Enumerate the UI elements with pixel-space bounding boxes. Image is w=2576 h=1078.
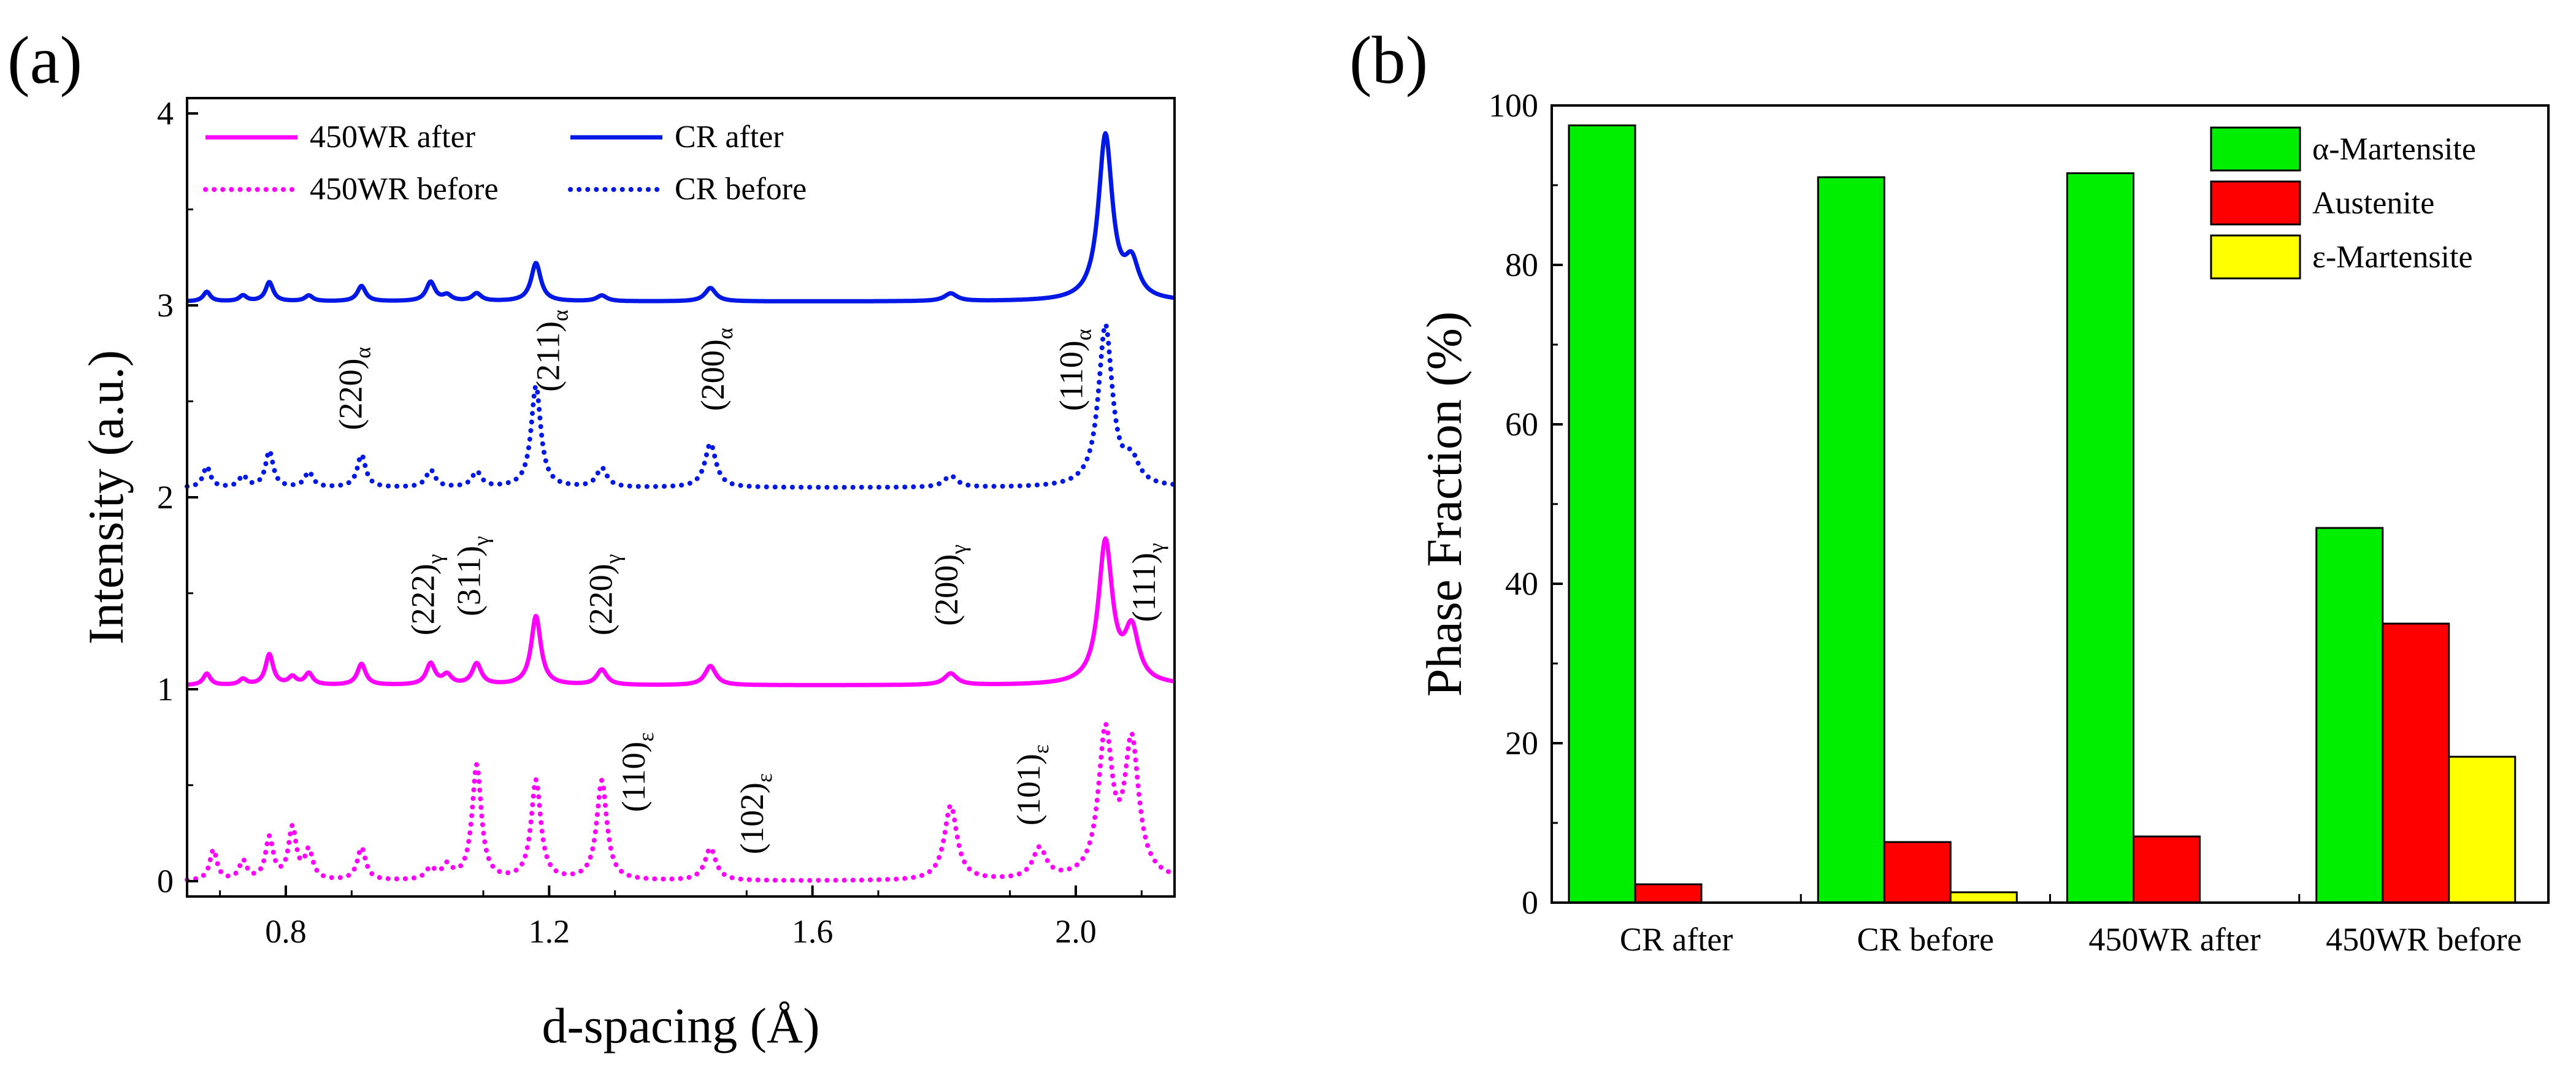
peak-annotation: (222)γ <box>405 554 448 635</box>
peak-annotation-phase: α <box>1071 329 1096 340</box>
peak-annotation: (102)ε <box>734 773 776 854</box>
peak-annotation: (101)ε <box>1010 744 1053 825</box>
peak-annotation-phase: ε <box>752 773 776 782</box>
x-axis-title: d-spacing (Å) <box>542 998 819 1053</box>
peak-annotation-index: (220) <box>332 359 369 430</box>
bar-martensite-cr-after <box>1568 124 1636 904</box>
peak-annotation-index: (211) <box>529 321 566 392</box>
bar-austenite-cr-before <box>1883 841 1952 904</box>
peak-annotation-index: (110) <box>615 741 652 812</box>
x-tick-label: 1.6 <box>792 913 834 950</box>
legend-swatch-martensite <box>2210 126 2301 172</box>
legend-swatch-martensite <box>2210 234 2301 280</box>
peak-annotation-index: (222) <box>405 564 442 635</box>
legend-label-cr-before: CR before <box>675 172 807 207</box>
y-tick-label: 3 <box>157 287 174 324</box>
peak-annotation-phase: γ <box>1144 543 1168 553</box>
series-line-450wr-before <box>185 721 1177 883</box>
peak-annotation-phase: γ <box>946 545 971 555</box>
bar-austenite-450wr-after <box>2133 835 2201 904</box>
legend-swatch-austenite <box>2210 180 2301 226</box>
legend-label-cr-after: CR after <box>675 120 784 155</box>
series-line-cr-after <box>186 131 1176 304</box>
x-category-label: CR before <box>1857 921 1994 958</box>
bar-martensite-450wr-before <box>2448 755 2517 904</box>
y-tick-label: 20 <box>1505 725 1538 762</box>
y-tick-label: 0 <box>157 863 174 900</box>
peak-annotation-index: (200) <box>928 554 965 626</box>
peak-annotation: (110)α <box>1053 329 1096 411</box>
bar-martensite-450wr-after <box>2066 172 2134 904</box>
legend-label-450wr-after: 450WR after <box>310 120 475 155</box>
peak-annotation-phase: α <box>548 310 572 321</box>
y-tick-label: 1 <box>157 671 174 708</box>
peak-annotation: (211)α <box>529 310 572 392</box>
peak-annotation: (311)γ <box>451 536 494 616</box>
peak-annotation-index: (111) <box>1125 552 1162 622</box>
y-tick-label: 4 <box>157 95 174 132</box>
legend-label-martensite: ε-Martensite <box>2312 240 2473 275</box>
y-axis-title: Phase Fraction (%) <box>1416 312 1472 697</box>
peak-annotation-index: (102) <box>734 782 770 854</box>
peak-annotation: (200)γ <box>928 545 971 626</box>
peak-annotation-phase: γ <box>423 554 448 564</box>
y-tick-label: 100 <box>1489 87 1538 124</box>
peak-annotation-index: (200) <box>694 339 731 411</box>
xrd-line-chart: 0.8 1.2 1.6 2.0 0 1 2 3 4 d-spacing (Å) Intensity … <box>78 95 1177 1053</box>
panel-a-label: (a) <box>7 23 82 97</box>
x-tick-label: 0.8 <box>265 913 307 950</box>
series-line-450wr-after <box>186 536 1176 687</box>
phase-fraction-bar-chart: CR after CR before 450WR after 450WR before… <box>1416 87 2550 958</box>
peak-annotation: (110)ε <box>615 732 658 812</box>
x-category-label: 450WR before <box>2326 921 2521 958</box>
series-line-cr-before <box>185 321 1177 490</box>
y-tick-label: 0 <box>1522 884 1538 921</box>
y-tick-label: 80 <box>1505 247 1538 283</box>
y-axis-title: Intensity (a.u.) <box>78 350 134 644</box>
legend-label-450wr-before: 450WR before <box>310 172 499 207</box>
x-tick-label: 1.2 <box>529 913 570 950</box>
bar-austenite-cr-after <box>1634 883 1703 904</box>
bar-austenite-450wr-before <box>2382 622 2450 904</box>
legend-label-austenite: Austenite <box>2312 186 2434 221</box>
bar-martensite-450wr-before <box>2315 527 2384 904</box>
y-tick-label: 60 <box>1505 406 1538 443</box>
peak-annotation-index: (220) <box>582 564 619 635</box>
y-tick-label: 2 <box>157 479 174 516</box>
legend-label-martensite: α-Martensite <box>2312 132 2476 167</box>
peak-annotation-phase: γ <box>469 536 494 546</box>
peak-annotation-phase: ε <box>1029 744 1053 754</box>
peak-annotation-phase: ε <box>634 732 658 741</box>
bar-martensite-cr-before <box>1949 891 2018 904</box>
peak-annotation-phase: γ <box>600 554 625 564</box>
peak-annotation: (220)γ <box>582 554 625 635</box>
peak-annotation-index: (101) <box>1010 754 1047 825</box>
peak-annotation-phase: α <box>350 347 375 359</box>
x-category-label: 450WR after <box>2088 921 2260 958</box>
bar-martensite-cr-before <box>1817 176 1885 904</box>
peak-annotation: (111)γ <box>1125 543 1168 622</box>
x-tick-label: 2.0 <box>1055 913 1097 950</box>
panel-b-label: (b) <box>1349 23 1428 97</box>
y-tick-label: 40 <box>1505 565 1538 602</box>
peak-annotation: (200)α <box>694 327 737 411</box>
peak-annotation: (220)α <box>332 347 375 430</box>
peak-annotation-index: (311) <box>451 546 488 616</box>
peak-annotation-index: (110) <box>1053 340 1090 411</box>
peak-annotation-phase: α <box>713 327 737 339</box>
x-category-label: CR after <box>1620 921 1733 958</box>
